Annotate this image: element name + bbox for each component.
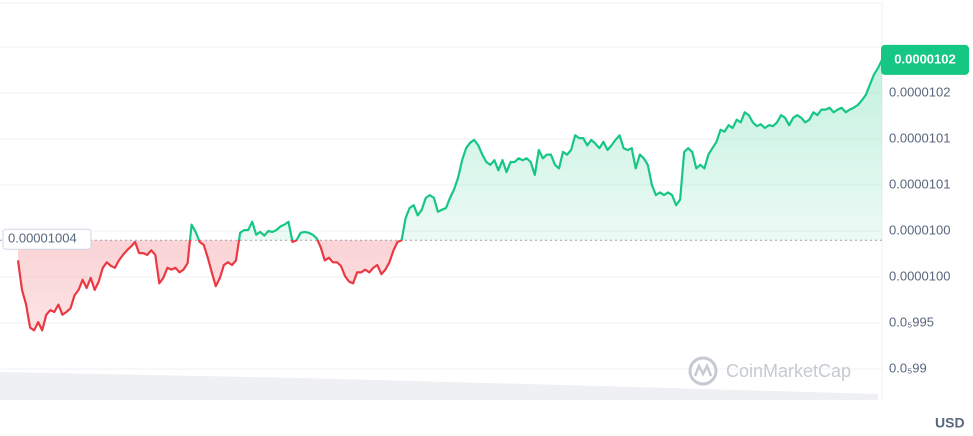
watermark: CoinMarketCap (688, 356, 851, 386)
watermark-logo-mark (693, 362, 713, 377)
plot: 0.00001004 0.0000102 (0, 44, 969, 332)
y-tick-label: 0.0₅99 (889, 360, 927, 375)
price-line (16, 59, 883, 332)
y-tick-label: 0.0000100 (889, 222, 950, 237)
price-badge-label: 0.0000102 (894, 51, 955, 66)
baseline-label-box (2, 228, 92, 250)
watermark-logo (688, 356, 718, 386)
y-tick-label: 0.0₅995 (889, 314, 934, 329)
baseline-label: 0.00001004 (8, 231, 77, 246)
price-badge (881, 44, 969, 75)
price-area (18, 59, 882, 331)
currency: USD (935, 415, 965, 431)
y-tick-label: 0.0000101 (889, 130, 950, 145)
volume-bars (0, 372, 878, 400)
y-tick-label: 0.0000102 (889, 84, 950, 99)
y-tick-label: 0.0000101 (889, 176, 950, 191)
watermark-text: CoinMarketCap (726, 361, 851, 381)
y-tick-label: 0.0000100 (889, 268, 950, 283)
